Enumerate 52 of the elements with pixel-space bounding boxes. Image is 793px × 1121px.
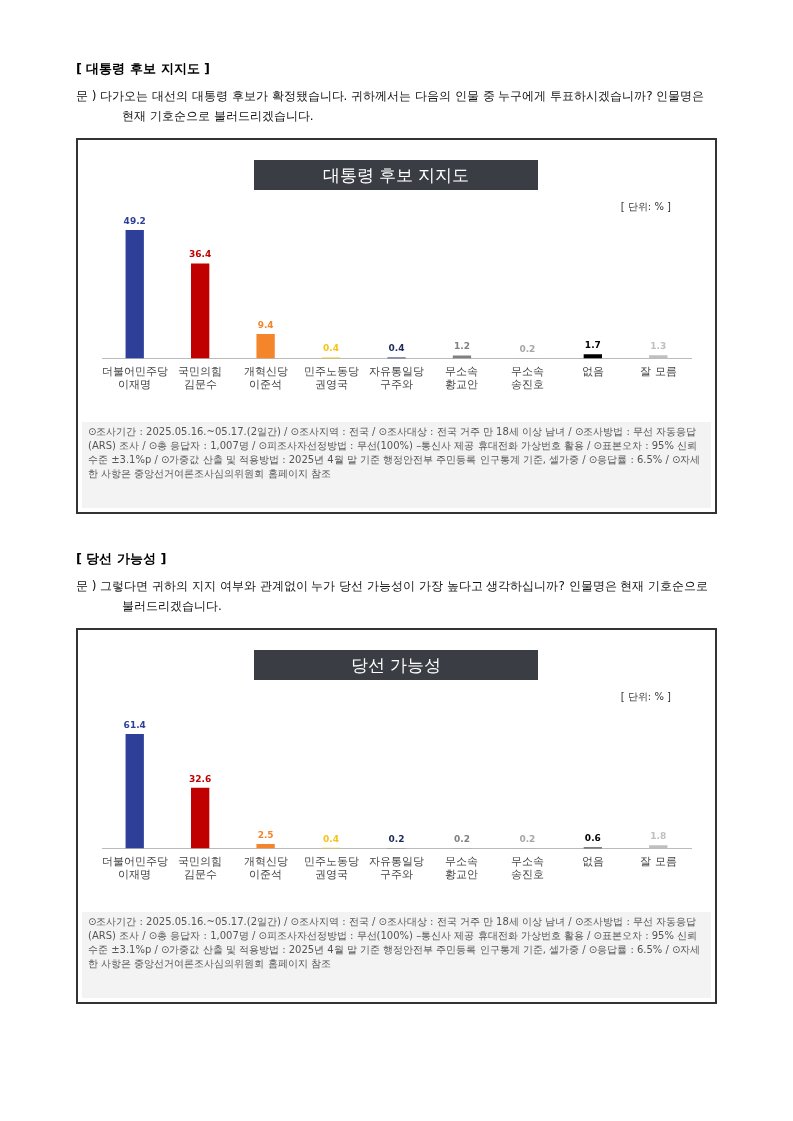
data-label: 1.8 [650,831,667,842]
x-tick-label: 무소속 황교안 [445,855,479,882]
data-label: 1.3 [650,341,667,352]
x-tick-label: 자유통일당 구주와 [369,855,424,882]
x-tick-label: 무소속 송진호 [510,855,544,882]
bar [125,734,144,849]
data-label: 1.7 [584,340,601,350]
text: [ 당선 가능성 ] [76,550,168,568]
data-label: 49.2 [123,215,146,226]
x-tick-label: 국민의힘 김문수 [178,855,223,882]
data-label: 32.6 [189,773,212,784]
text: [ 단위: % ] [620,690,671,704]
x-tick-label: 없음 [581,365,604,379]
data-label: 0.2 [519,834,536,845]
data-label: 0.2 [519,343,536,354]
data-label: 1.2 [453,341,470,352]
text: [ 단위: % ] [620,200,671,214]
bar [191,787,210,849]
x-tick-label: 국민의힘 김문수 [178,365,223,392]
bar [256,334,275,359]
x-tick-label: 개혁신당 이준석 [243,855,288,882]
bar [125,230,144,359]
x-tick-label: 무소속 황교안 [445,365,479,392]
chart-subtitle: 문 ) 그렇다면 귀하의 지지 여부와 관계없이 누가 당선 가능성이 가장 높다고 생각하십니까? 인물명은 현재 기호순으로 불러드리겠습니다. [76,578,710,615]
data-label: 0.6 [584,833,601,844]
data-label: 0.4 [323,833,340,844]
data-label: 0.4 [323,343,340,354]
data-label: 61.4 [123,719,146,730]
text: ⊙조사기간 : 2025.05.16.~05.17.(2일간) / ⊙조사지역 : 전국 / ⊙조사대상 : 전국 거주 만 18세 이상 남녀 / ⊙조사방법 : 무선 자동응답(ARS) 조사 / ⊙총 응답자 : 1,007명 / ⊙피조사자선정방법 : 무선(100%) –통신사 제공 휴대전화 가상번호 활용 / ⊙표본오차 : 95% 신뢰수준 ±3.1%p / ⊙가중값 산출 및 적용방법 : 2025년 4월 말 기준 행정안전부 주민등록 인구통계 기준, 셀가중 / ⊙응답률 : 6.5% / ⊙자세한 사항은 중앙선거여론조사심의위원회 홈페이지 참조 [82,912,711,998]
chart-title: 당선 가능성 [254,650,538,680]
x-tick-label: 잘 모름 [640,365,677,379]
bar [452,355,472,359]
x-tick-label: 더불어민주당 이재명 [101,365,168,392]
x-tick-label: 민주노동당 권영국 [303,855,359,882]
x-tick-label: 자유통일당 구주와 [369,365,424,392]
data-label: 36.4 [189,249,212,260]
x-tick-label: 더불어민주당 이재명 [101,855,168,882]
text: ⊙조사기간 : 2025.05.16.~05.17.(2일간) / ⊙조사지역 : 전국 / ⊙조사대상 : 전국 거주 만 18세 이상 남녀 / ⊙조사방법 : 무선 자동응답(ARS) 조사 / ⊙총 응답자 : 1,007명 / ⊙피조사자선정방법 : 무선(100%) –통신사 제공 휴대전화 가상번호 활용 / ⊙표본오차 : 95% 신뢰수준 ±3.1%p / ⊙가중값 산출 및 적용방법 : 2025년 4월 말 기준 행정안전부 주민등록 인구통계 기준, 셀가중 / ⊙응답률 : 6.5% / ⊙자세한 사항은 중앙선거여론조사심의위원회 홈페이지 참조 [82,422,711,508]
data-label: 0.2 [453,834,470,845]
chart-subtitle: 문 ) 다가오는 대선의 대통령 후보가 확정됐습니다. 귀하께서는 다음의 인물 중 누구에게 투표하시겠습니까? 인물명은 현재 기호순으로 불러드리겠습니다. [76,88,706,125]
x-tick-label: 없음 [581,855,604,869]
x-tick-label: 잘 모름 [640,855,677,869]
x-tick-label: 민주노동당 권영국 [303,365,359,392]
bar [191,263,210,359]
data-label: 0.4 [388,343,405,354]
data-label: 2.5 [257,829,274,840]
data-label: 0.2 [388,834,405,845]
x-tick-label: 개혁신당 이준석 [243,365,288,392]
chart-title: 대통령 후보 지지도 [254,160,538,190]
data-label: 9.4 [257,319,274,330]
text: [ 대통령 후보 지지도 ] [76,60,211,78]
x-tick-label: 무소속 송진호 [510,365,544,392]
